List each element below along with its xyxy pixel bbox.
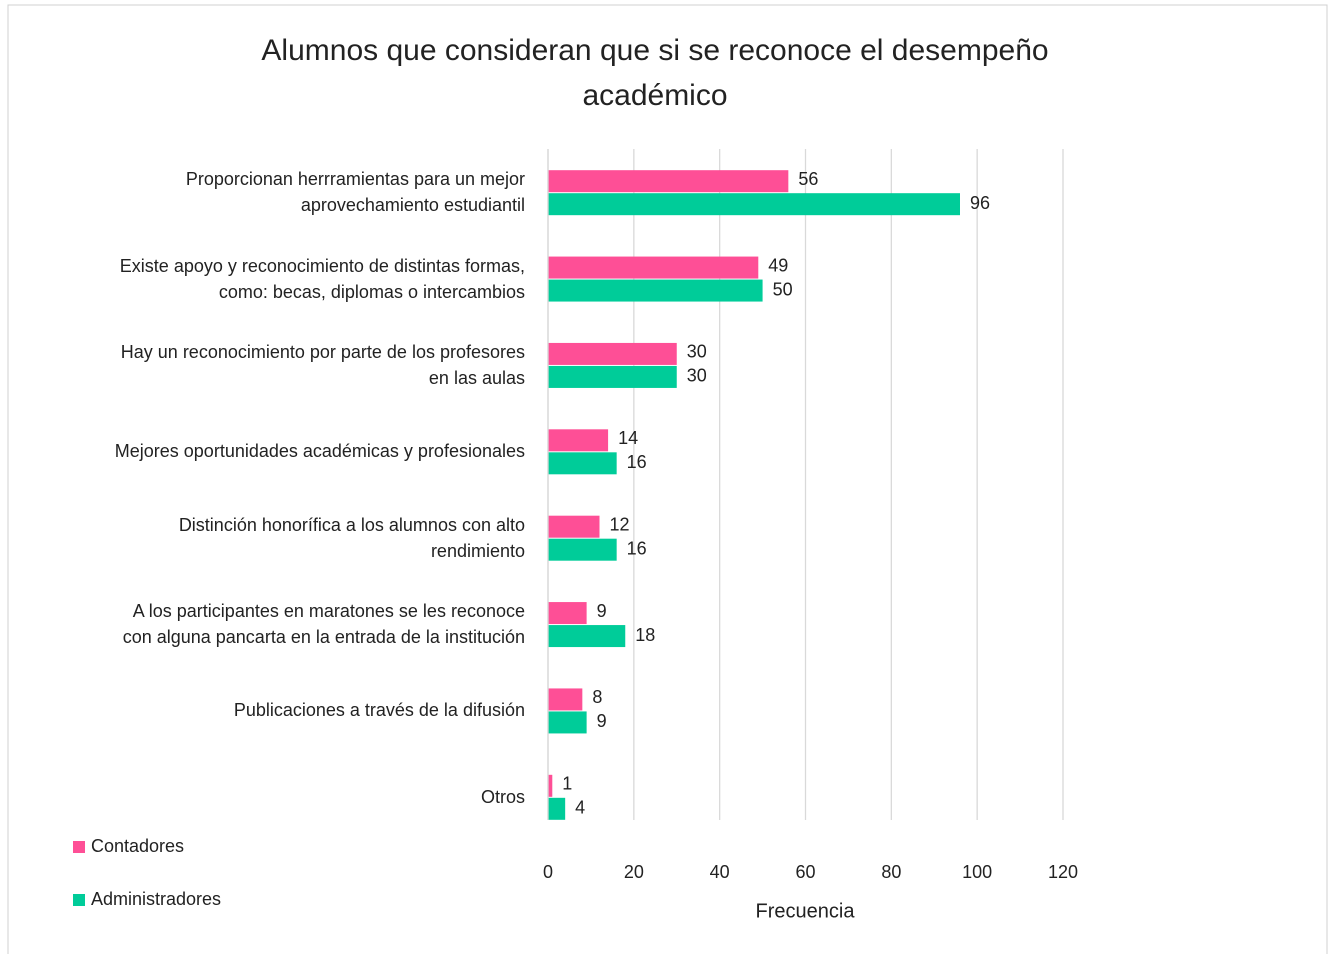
data-label: 56 xyxy=(798,169,818,189)
y-tick-label: Proporcionan herrramientas para un mejor… xyxy=(185,169,525,216)
x-tick-label: 120 xyxy=(1048,862,1078,882)
x-tick-label: 60 xyxy=(795,862,815,882)
bar xyxy=(548,193,960,216)
data-label: 14 xyxy=(618,428,638,448)
bar xyxy=(548,688,583,711)
bar xyxy=(548,256,759,279)
legend-label: Contadores xyxy=(91,836,184,856)
data-label: 96 xyxy=(970,193,990,213)
data-label: 4 xyxy=(575,798,585,818)
x-tick-label: 0 xyxy=(543,862,553,882)
data-label: 49 xyxy=(768,255,788,275)
data-label: 18 xyxy=(635,625,655,645)
data-label: 16 xyxy=(627,452,647,472)
y-tick-label: Existe apoyo y reconocimiento de distint… xyxy=(119,255,525,302)
y-tick-label: Publicaciones a través de la difusión xyxy=(233,700,525,721)
bar xyxy=(548,711,587,734)
bar xyxy=(548,538,617,561)
data-label: 9 xyxy=(597,601,607,621)
bar xyxy=(548,342,677,365)
bar xyxy=(548,452,617,475)
y-tick-label: Hay un reconocimiento por parte de los p… xyxy=(120,341,525,388)
y-tick-label: Mejores oportunidades académicas y profe… xyxy=(114,441,525,462)
chart-title: académico xyxy=(582,79,727,112)
bar xyxy=(548,279,763,302)
x-axis-label: Frecuencia xyxy=(756,900,856,922)
bar xyxy=(548,797,566,820)
data-label: 30 xyxy=(687,342,707,362)
chart-title: Alumnos que consideran que si se reconoc… xyxy=(261,34,1048,67)
data-label: 50 xyxy=(773,279,793,299)
data-label: 1 xyxy=(562,774,572,794)
frame xyxy=(7,4,1328,954)
x-tick-label: 40 xyxy=(710,862,730,882)
legend-label: Administradores xyxy=(91,889,221,909)
y-tick-label: A los participantes en maratones se les … xyxy=(122,601,525,648)
x-tick-label: 20 xyxy=(624,862,644,882)
legend-swatch xyxy=(73,894,85,906)
data-label: 8 xyxy=(592,687,602,707)
data-label: 16 xyxy=(627,538,647,558)
bar xyxy=(548,515,600,538)
legend-swatch xyxy=(73,841,85,853)
data-label: 30 xyxy=(687,366,707,386)
bar xyxy=(548,774,553,797)
y-tick-label: Otros xyxy=(480,786,525,807)
y-tick-label: Distinción honorífica a los alumnos con … xyxy=(178,514,525,561)
x-tick-label: 80 xyxy=(881,862,901,882)
data-label: 12 xyxy=(610,514,630,534)
x-tick-label: 100 xyxy=(962,862,992,882)
bar xyxy=(548,429,609,452)
data-label: 9 xyxy=(597,711,607,731)
bar xyxy=(548,602,587,625)
bar xyxy=(548,625,626,648)
bar xyxy=(548,365,677,388)
bar xyxy=(548,170,789,193)
